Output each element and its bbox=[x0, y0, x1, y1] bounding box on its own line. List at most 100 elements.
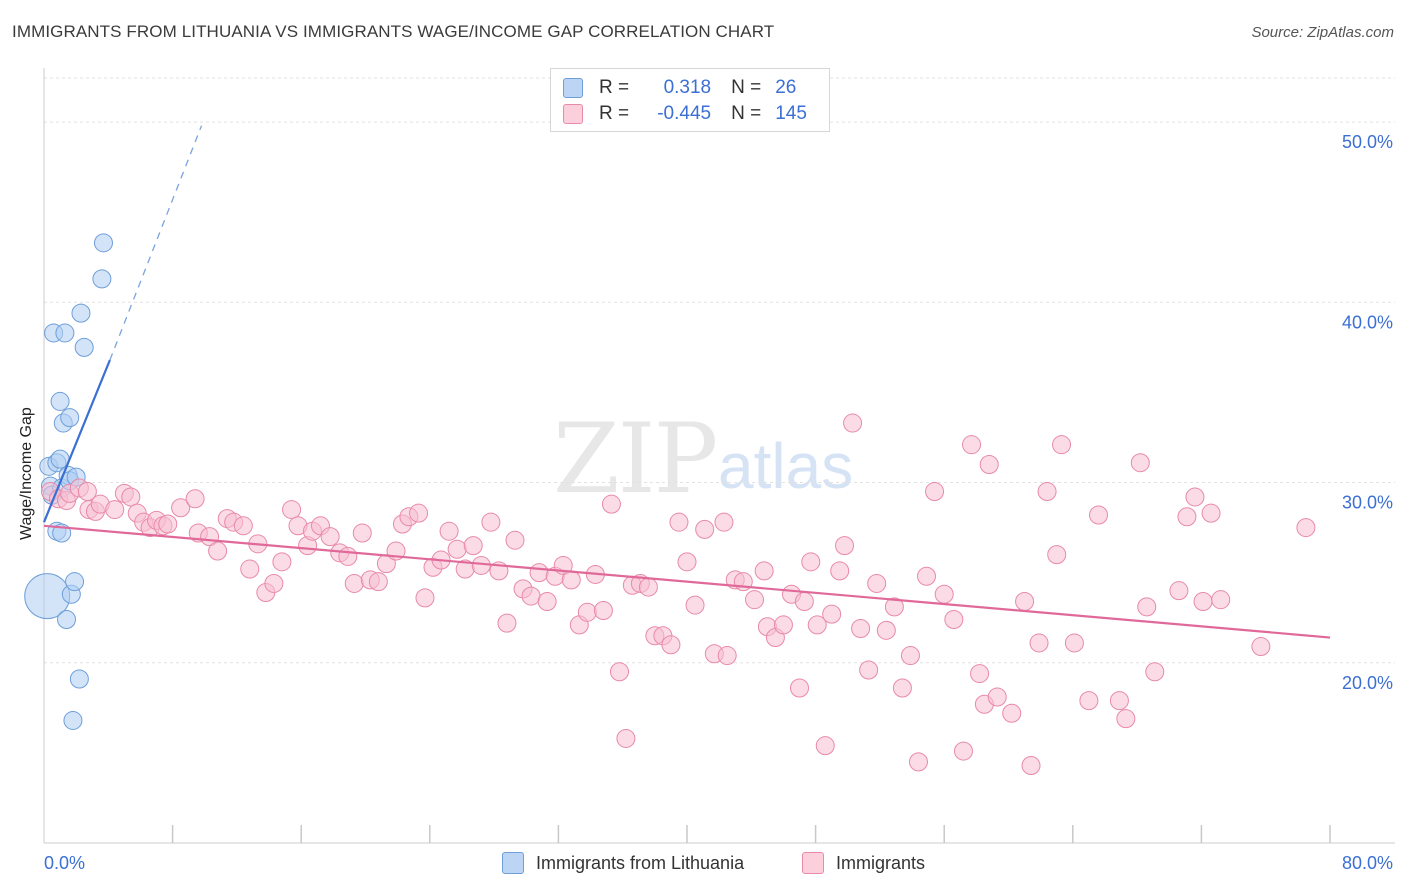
data-point bbox=[944, 610, 964, 630]
data-point bbox=[908, 752, 928, 772]
chart-title: IMMIGRANTS FROM LITHUANIA VS IMMIGRANTS … bbox=[12, 22, 775, 41]
bottom-legend-lithuania: Immigrants from Lithuania bbox=[502, 852, 744, 874]
data-point bbox=[1015, 591, 1035, 611]
data-point bbox=[1296, 518, 1316, 538]
data-point bbox=[830, 561, 850, 581]
data-point bbox=[264, 573, 284, 593]
data-point bbox=[71, 303, 91, 323]
source-label: Source: ZipAtlas.com bbox=[1251, 24, 1394, 41]
data-point bbox=[754, 561, 774, 581]
x-tick-label: 0.0% bbox=[44, 853, 85, 873]
trend-line-immigrants bbox=[43, 524, 1331, 639]
bottom-legend-swatch-immigrants bbox=[802, 852, 824, 874]
data-point bbox=[876, 620, 896, 640]
data-point bbox=[338, 546, 358, 566]
data-point bbox=[884, 597, 904, 617]
data-point bbox=[529, 563, 549, 583]
data-point bbox=[105, 500, 125, 520]
data-point bbox=[233, 516, 253, 536]
data-point bbox=[867, 573, 887, 593]
data-point bbox=[1064, 633, 1084, 653]
data-point bbox=[1130, 453, 1150, 473]
data-point bbox=[1047, 545, 1067, 565]
data-point bbox=[368, 572, 388, 592]
data-point bbox=[77, 482, 97, 502]
data-point bbox=[1037, 482, 1057, 502]
watermark-zip: ZIP bbox=[553, 403, 716, 515]
data-point bbox=[439, 521, 459, 541]
bottom-legend-swatch-lithuania bbox=[502, 852, 524, 874]
trend-line-lithuania-extension bbox=[109, 125, 203, 361]
data-point bbox=[208, 541, 228, 561]
data-point bbox=[344, 573, 364, 593]
data-point bbox=[616, 728, 636, 748]
legend-n-label: N = bbox=[731, 77, 762, 98]
data-point bbox=[1177, 507, 1197, 527]
data-point bbox=[471, 555, 491, 575]
data-point bbox=[745, 590, 765, 610]
data-point bbox=[57, 610, 77, 630]
data-point bbox=[320, 527, 340, 547]
data-point bbox=[934, 584, 954, 604]
data-point bbox=[92, 269, 112, 289]
data-point bbox=[447, 539, 467, 559]
data-point bbox=[638, 577, 658, 597]
data-point bbox=[714, 512, 734, 532]
data-point bbox=[409, 503, 429, 523]
data-point bbox=[717, 646, 737, 666]
y-tick-label: 20.0% bbox=[1342, 673, 1393, 693]
data-point bbox=[481, 512, 501, 532]
data-point bbox=[55, 323, 75, 343]
data-point bbox=[415, 588, 435, 608]
data-point bbox=[1211, 590, 1231, 610]
data-point bbox=[801, 552, 821, 572]
data-point bbox=[1193, 591, 1213, 611]
data-point bbox=[661, 635, 681, 655]
data-point bbox=[970, 664, 990, 684]
data-point bbox=[953, 741, 973, 761]
data-point bbox=[807, 615, 827, 635]
data-point bbox=[1137, 597, 1157, 617]
data-point bbox=[1169, 581, 1189, 601]
legend-n-label: N = bbox=[731, 103, 762, 124]
data-point bbox=[185, 489, 205, 509]
legend-swatch-immigrants bbox=[563, 104, 583, 124]
data-point bbox=[685, 595, 705, 615]
data-point bbox=[272, 552, 292, 572]
data-point bbox=[1201, 503, 1221, 523]
data-point bbox=[815, 736, 835, 756]
legend-swatch-lithuania bbox=[563, 78, 583, 98]
data-point bbox=[497, 613, 517, 633]
data-point bbox=[1021, 756, 1041, 775]
data-point bbox=[74, 337, 94, 357]
data-point bbox=[669, 512, 689, 532]
data-point bbox=[121, 487, 141, 507]
data-point bbox=[1089, 505, 1109, 525]
data-point bbox=[835, 536, 855, 556]
data-point bbox=[1029, 633, 1049, 653]
data-point bbox=[859, 660, 879, 680]
y-tick-label: 50.0% bbox=[1342, 132, 1393, 152]
y-tick-label: 40.0% bbox=[1342, 312, 1393, 332]
x-tick-label: 80.0% bbox=[1342, 853, 1393, 873]
data-point bbox=[695, 519, 715, 539]
data-point bbox=[171, 498, 191, 518]
data-point bbox=[352, 523, 372, 543]
data-point bbox=[505, 530, 525, 550]
legend-n-value: 145 bbox=[775, 103, 807, 124]
data-point bbox=[925, 482, 945, 502]
data-point bbox=[601, 494, 621, 514]
data-point bbox=[65, 572, 85, 592]
data-point bbox=[677, 552, 697, 572]
trend-line-lithuania bbox=[42, 359, 111, 523]
data-point bbox=[521, 586, 541, 606]
data-point bbox=[69, 669, 89, 689]
data-point bbox=[609, 662, 629, 682]
data-point bbox=[1116, 709, 1136, 729]
data-point bbox=[851, 619, 871, 639]
data-point bbox=[900, 646, 920, 666]
data-point bbox=[282, 500, 302, 520]
bottom-legend-label-immigrants: Immigrants bbox=[836, 852, 926, 873]
y-tick-label: 30.0% bbox=[1342, 493, 1393, 513]
series-lithuania bbox=[24, 233, 113, 730]
